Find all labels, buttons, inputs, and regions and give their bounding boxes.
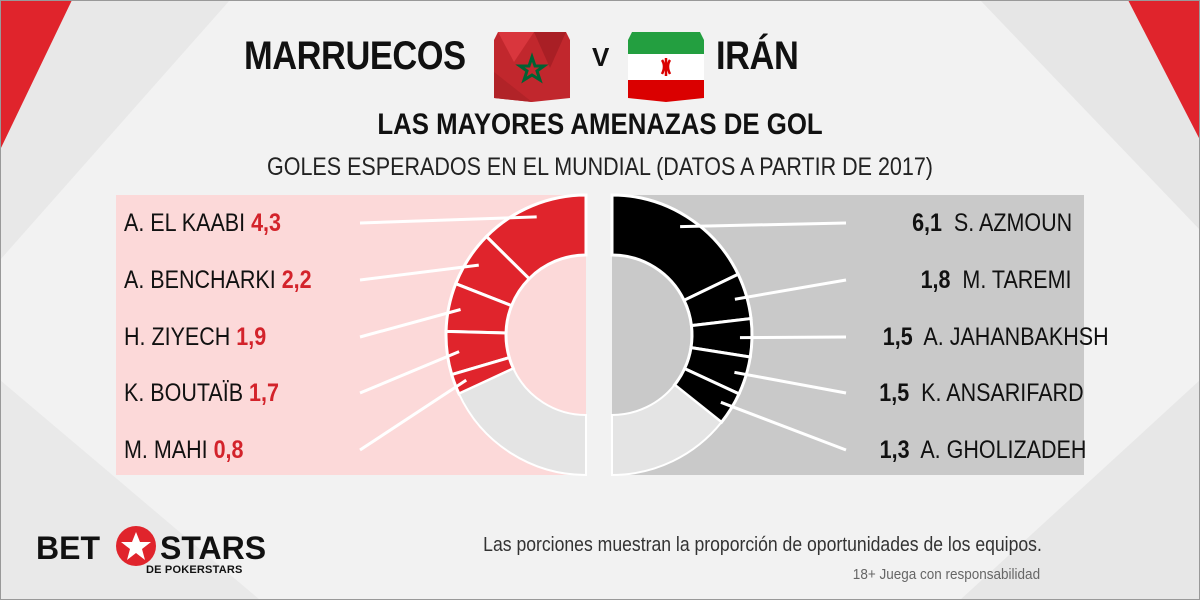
star-logo-icon xyxy=(116,526,156,566)
logo-stars-text: STARS xyxy=(160,530,267,566)
leader-lines xyxy=(359,215,847,452)
player-value: 2,2 xyxy=(281,266,312,294)
player-value: 4,3 xyxy=(251,209,281,237)
team-right-name: IRÁN xyxy=(716,34,799,78)
morocco-player-row: M. MAHI 0,8 xyxy=(116,425,366,475)
player-name: H. ZIYECH xyxy=(124,323,231,351)
player-value: 1,5 xyxy=(882,323,913,351)
player-value: 1,3 xyxy=(879,436,910,464)
player-value: 1,7 xyxy=(249,379,279,407)
player-name: S. AZMOUN xyxy=(953,209,1072,237)
iran-player-row: 6,1 S. AZMOUN xyxy=(846,198,1080,248)
leader-line xyxy=(734,370,847,395)
team-left-name: MARRUECOS xyxy=(244,34,466,78)
morocco-flag-icon xyxy=(494,32,570,102)
corner-accent-top-right xyxy=(1128,0,1200,140)
player-name: M. MAHI xyxy=(124,436,208,464)
leader-line xyxy=(359,215,537,225)
betstars-logo: BET STARS DE POKERSTARS xyxy=(30,526,266,580)
leader-line xyxy=(359,350,460,395)
morocco-player-row: H. ZIYECH 1,9 xyxy=(116,312,366,362)
player-value: 6,1 xyxy=(911,209,942,237)
player-name: M. TAREMI xyxy=(962,266,1072,294)
leader-line xyxy=(734,278,847,301)
iran-slices xyxy=(610,193,754,477)
iran-flag-icon xyxy=(628,32,704,102)
morocco-player-row: A. BENCHARKI 2,2 xyxy=(116,255,366,305)
title-row: MARRUECOS V IRÁN xyxy=(0,22,1200,102)
player-name: A. JAHANBAKHSH xyxy=(923,323,1109,351)
player-value: 1,9 xyxy=(236,323,267,351)
player-value: 1,5 xyxy=(879,379,910,407)
chart-subtitle: GOLES ESPERADOS EN EL MUNDIAL (DATOS A P… xyxy=(267,153,933,181)
morocco-remaining-slice xyxy=(457,367,587,477)
player-value: 0,8 xyxy=(213,436,244,464)
player-name: A. EL KAABI xyxy=(124,209,246,237)
morocco-player-row: A. EL KAABI 4,3 xyxy=(116,198,366,248)
vs-label: V xyxy=(592,42,610,72)
leader-line xyxy=(359,308,461,339)
player-value: 1,8 xyxy=(921,266,951,294)
footer-disclaimer: 18+ Juega con responsabilidad xyxy=(852,566,1040,583)
player-name: K. ANSARIFARD xyxy=(921,379,1084,407)
leader-line xyxy=(359,263,479,282)
corner-accent-top-left xyxy=(0,0,72,150)
iran-player-row: 1,5 A. JAHANBAKHSH xyxy=(846,312,1109,362)
logo-subtext: DE POKERSTARS xyxy=(146,564,243,576)
player-name: K. BOUTAÏB xyxy=(124,379,244,407)
iran-remaining-slice xyxy=(611,383,723,477)
leader-line xyxy=(720,400,847,452)
iran-player-row: 1,8 M. TAREMI xyxy=(846,255,1080,305)
logo-bet-text: BET xyxy=(36,530,100,566)
iran-player-row: 1,5 K. ANSARIFARD xyxy=(846,368,1084,418)
morocco-player-row: K. BOUTAÏB 1,7 xyxy=(116,368,366,418)
player-name: A. BENCHARKI xyxy=(124,266,276,294)
player-name: A. GHOLIZADEH xyxy=(920,436,1087,464)
chart-title: LAS MAYORES AMENAZAS DE GOL xyxy=(377,108,823,141)
morocco-slices xyxy=(444,193,588,477)
leader-line xyxy=(680,221,847,229)
leader-line xyxy=(739,335,847,340)
footer-note: Las porciones muestran la proporción de … xyxy=(483,534,1042,556)
leader-line xyxy=(359,378,468,452)
iran-player-row: 1,3 A. GHOLIZADEH xyxy=(846,425,1087,475)
